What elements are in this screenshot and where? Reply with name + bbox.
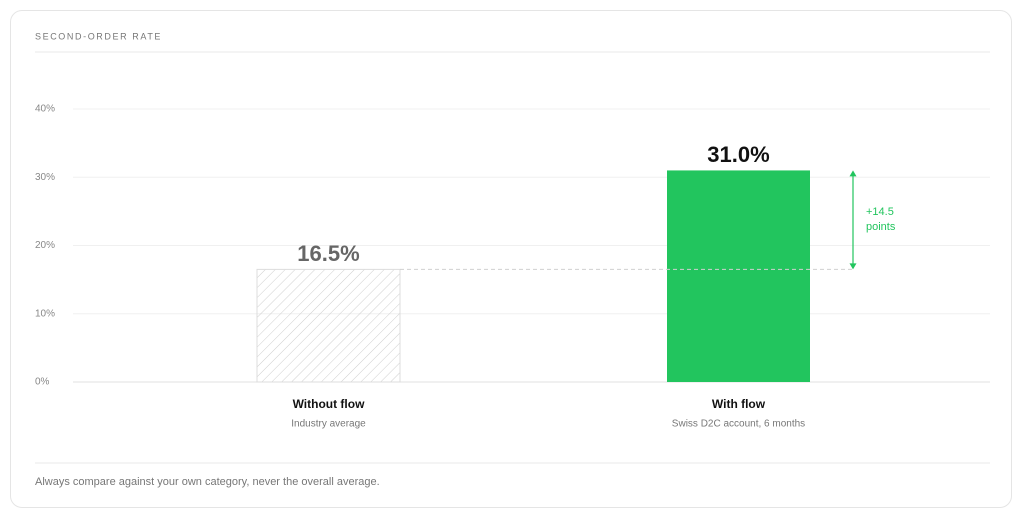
chart-title: SECOND-ORDER RATE <box>35 31 162 41</box>
value-label: 16.5% <box>297 241 359 266</box>
bar <box>256 268 401 383</box>
card <box>10 10 1012 508</box>
y-tick-label: 20% <box>35 240 55 251</box>
arrow-head <box>849 263 857 270</box>
x-tick-label: With flow <box>712 397 766 411</box>
value-label: 31.0% <box>707 142 769 167</box>
y-tick-label: 30% <box>35 172 55 183</box>
y-tick-label: 40% <box>35 104 55 115</box>
bar <box>667 170 810 382</box>
arrow-head <box>849 170 857 177</box>
y-tick-label: 10% <box>35 308 55 319</box>
x-sub-label: Industry average <box>291 419 366 430</box>
annotation: +14.5 points <box>866 206 896 233</box>
y-tick-label: 0% <box>35 377 50 388</box>
footnote: Always compare against your own category… <box>35 476 380 488</box>
x-tick-label: Without flow <box>293 397 366 411</box>
x-sub-label: Swiss D2C account, 6 months <box>672 419 805 430</box>
